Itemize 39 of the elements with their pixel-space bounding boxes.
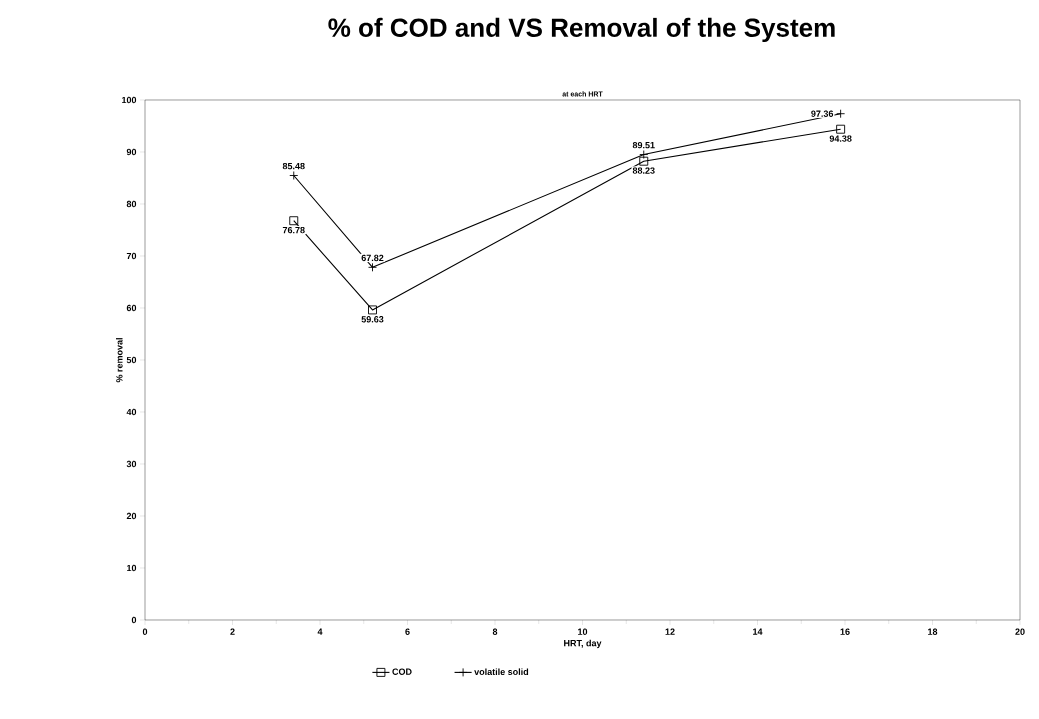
x-axis-title: HRT, day (564, 639, 602, 649)
x-tick-label: 20 (1015, 628, 1025, 635)
y-tick-label: 50 (126, 356, 137, 364)
data-label: 97.36 (811, 110, 834, 117)
y-tick-label: 20 (126, 512, 137, 520)
x-tick-label: 16 (840, 628, 850, 635)
y-tick-label: 90 (126, 148, 137, 156)
data-label: 89.51 (632, 141, 655, 149)
y-axis-title: % removal (115, 338, 123, 383)
y-tick-label: 100 (122, 96, 137, 104)
x-tick-label: 18 (928, 628, 938, 635)
x-tick-label: 0 (142, 628, 148, 635)
point (836, 124, 846, 134)
legend-label: volatile solid (474, 668, 529, 675)
x-tick-label: 12 (665, 628, 675, 635)
x-tick-label: 10 (578, 628, 588, 635)
data-label: 76.78 (282, 226, 305, 234)
y-tick-label: 80 (126, 200, 137, 208)
x-tick-label: 4 (317, 628, 323, 635)
legend-label: COD (392, 668, 412, 675)
y-tick-label: 0 (131, 616, 137, 624)
x-tick-label: 8 (492, 628, 498, 635)
data-label: 67.82 (361, 254, 384, 262)
y-tick-label: 10 (127, 564, 137, 572)
data-label: 59.63 (361, 316, 384, 323)
data-label: 88.23 (632, 167, 655, 174)
data-label: 94.38 (829, 135, 852, 142)
x-tick-label: 14 (753, 628, 763, 635)
x-tick-label: 2 (230, 628, 235, 635)
point (368, 305, 377, 315)
y-tick-label: 60 (126, 304, 137, 312)
y-tick-label: 40 (126, 408, 137, 416)
y-tick-label: 70 (126, 252, 137, 260)
point (639, 156, 649, 166)
data-label: 85.48 (282, 162, 305, 170)
x-tick-label: 6 (405, 628, 410, 635)
point (289, 216, 299, 226)
chart-title: % of COD and VS Removal of the System (328, 17, 835, 43)
y-tick-label: 30 (126, 460, 137, 468)
